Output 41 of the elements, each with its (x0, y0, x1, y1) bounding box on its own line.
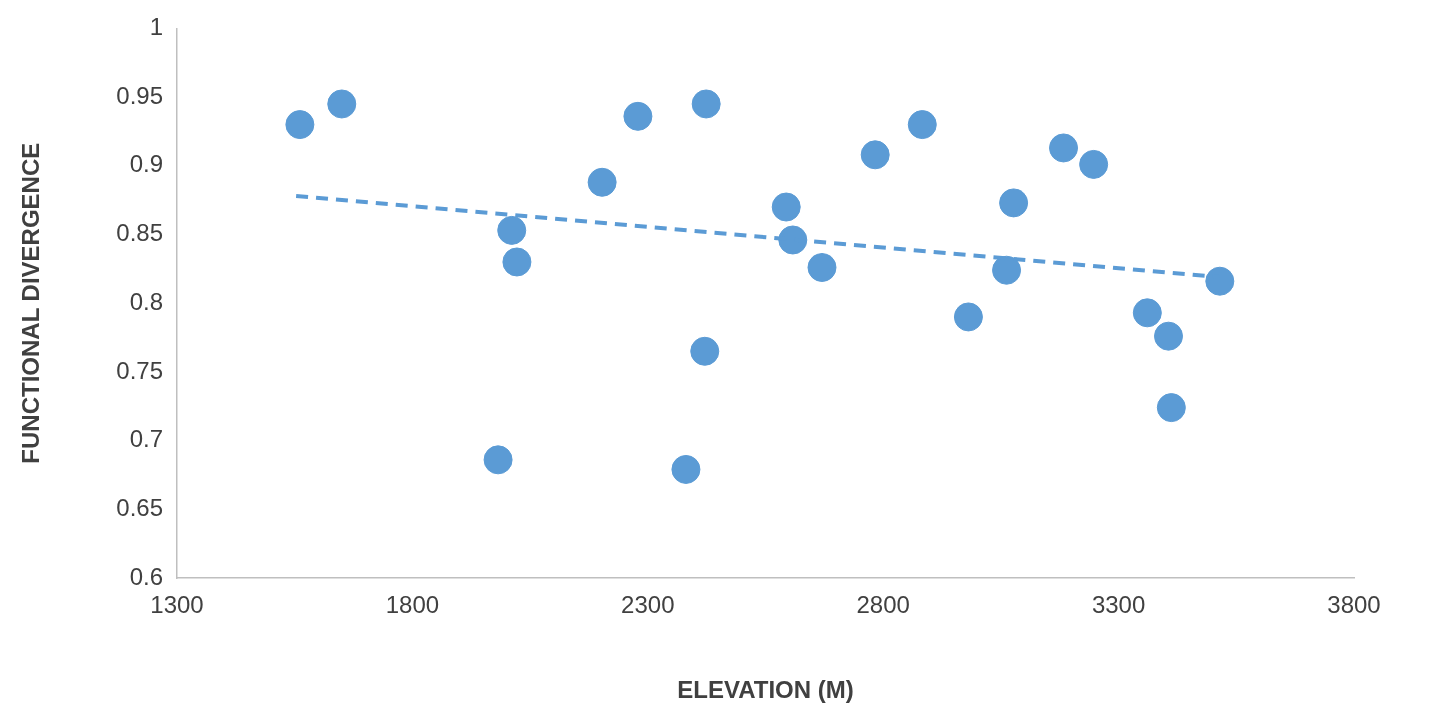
point (992, 255, 1022, 285)
point (907, 110, 937, 140)
point (1132, 298, 1162, 328)
point (1154, 321, 1184, 351)
point (999, 188, 1029, 218)
y-tick-label: 0.95 (116, 81, 163, 109)
y-tick-label: 0.75 (116, 356, 163, 384)
x-axis-title: ELEVATION (M) (677, 676, 854, 704)
point (671, 454, 701, 484)
y-tick-label: 1 (149, 13, 163, 41)
y-axis-title: FUNCTIONAL DIVERGENCE (17, 142, 45, 464)
point (587, 167, 617, 197)
point (771, 192, 801, 222)
point (623, 101, 653, 131)
point (483, 445, 513, 475)
point (860, 140, 890, 170)
x-tick-label: 2300 (621, 591, 675, 619)
point (1156, 393, 1186, 423)
point (690, 336, 720, 366)
y-tick-label: 0.6 (129, 562, 163, 590)
point (502, 247, 532, 277)
x-tick-label: 1300 (150, 591, 204, 619)
point (778, 225, 808, 255)
point (497, 215, 527, 245)
point (1205, 266, 1235, 296)
x-tick-label: 3800 (1327, 591, 1381, 619)
point (807, 252, 837, 282)
x-tick-label: 2800 (856, 591, 910, 619)
point (1079, 149, 1109, 179)
y-tick-label: 0.85 (116, 219, 163, 247)
point (285, 110, 315, 140)
point (691, 89, 721, 119)
point (953, 302, 983, 332)
point (327, 89, 357, 119)
y-tick-label: 0.8 (129, 287, 163, 315)
point (1049, 133, 1079, 163)
y-tick-label: 0.65 (116, 493, 163, 521)
x-tick-label: 1800 (385, 591, 440, 619)
y-tick-label: 0.7 (129, 425, 163, 453)
x-tick-label: 3300 (1091, 591, 1146, 619)
y-tick-label: 0.9 (129, 150, 163, 178)
